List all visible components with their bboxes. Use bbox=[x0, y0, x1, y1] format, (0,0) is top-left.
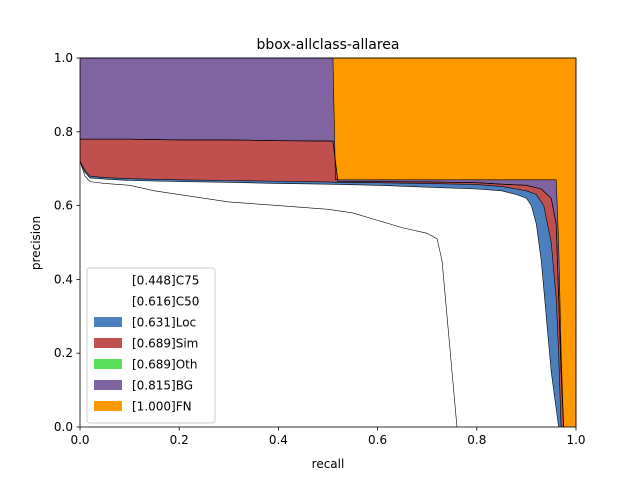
y-tick-label: 0.2 bbox=[54, 346, 73, 360]
y-tick-label: 0.8 bbox=[54, 125, 73, 139]
legend-swatch bbox=[94, 359, 122, 369]
x-tick-label: 0.4 bbox=[269, 433, 288, 447]
y-tick-label: 1.0 bbox=[54, 51, 73, 65]
x-tick-label: 1.0 bbox=[566, 433, 585, 447]
x-tick-label: 0.2 bbox=[170, 433, 189, 447]
legend-label: [0.448]C75 bbox=[132, 274, 199, 288]
legend-label: [0.689]Sim bbox=[132, 337, 198, 351]
y-tick-label: 0.6 bbox=[54, 199, 73, 213]
boundary-line bbox=[79, 161, 562, 428]
boundary-line bbox=[79, 161, 458, 428]
legend-label: [0.631]Loc bbox=[132, 316, 196, 330]
boundary-line bbox=[80, 57, 564, 428]
x-tick-label: 0.0 bbox=[70, 433, 89, 447]
legend-swatch bbox=[94, 275, 122, 285]
x-tick-label: 0.6 bbox=[368, 433, 387, 447]
legend-swatch bbox=[94, 401, 122, 411]
boundary-line bbox=[79, 161, 559, 428]
legend-label: [0.815]BG bbox=[132, 379, 193, 393]
y-tick-label: 0.0 bbox=[54, 420, 73, 434]
legend-swatch bbox=[94, 296, 122, 306]
boundary-line bbox=[80, 138, 564, 428]
legend-swatch bbox=[94, 338, 122, 348]
chart-title: bbox-allclass-allarea bbox=[257, 37, 400, 53]
legend-swatch bbox=[94, 380, 122, 390]
legend-label: [0.616]C50 bbox=[132, 295, 199, 309]
axes: 0.0 0.2 0.4 0.6 0.8 1.0 0.0 0.2 0.4 0.6 0.8 1.0 bbox=[54, 51, 586, 447]
x-tick-label: 0.8 bbox=[467, 433, 486, 447]
axes-frame bbox=[79, 57, 577, 428]
legend-label: [1.000]FN bbox=[132, 400, 192, 414]
y-axis-label: precision bbox=[29, 216, 43, 270]
legend: [0.448]C75 [0.616]C50 [0.631]Loc [0.689]Sim… bbox=[86, 267, 216, 424]
x-axis-label: recall bbox=[312, 457, 345, 471]
y-tick-label: 0.4 bbox=[54, 272, 73, 286]
legend-swatch bbox=[94, 317, 122, 327]
legend-label: [0.689]Oth bbox=[132, 358, 197, 372]
